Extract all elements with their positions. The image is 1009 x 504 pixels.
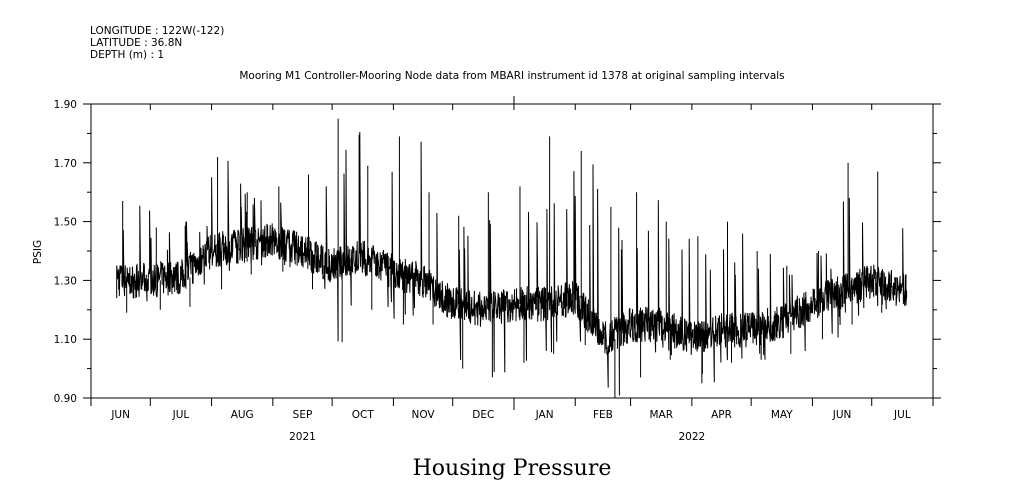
y-tick-label: 1.30 bbox=[54, 275, 77, 287]
x-tick-label: MAR bbox=[649, 409, 673, 421]
x-tick-label: AUG bbox=[231, 409, 254, 421]
depth-label: DEPTH (m) : 1 bbox=[90, 49, 164, 61]
y-tick-label: 1.50 bbox=[54, 217, 77, 229]
year-label: 2022 bbox=[678, 431, 705, 443]
chart-subtitle: Mooring M1 Controller-Mooring Node data … bbox=[239, 70, 784, 82]
longitude-label: LONGITUDE : 122W(-122) bbox=[90, 25, 224, 37]
year-label: 2021 bbox=[289, 431, 316, 443]
x-tick-label: JUL bbox=[893, 409, 911, 421]
x-tick-label: FEB bbox=[593, 409, 613, 421]
x-tick-label: OCT bbox=[352, 409, 375, 421]
y-tick-label: 1.10 bbox=[54, 334, 77, 346]
latitude-label: LATITUDE : 36.8N bbox=[90, 37, 182, 49]
x-tick-label: DEC bbox=[472, 409, 494, 421]
x-tick-label: SEP bbox=[293, 409, 313, 421]
x-tick-label: APR bbox=[711, 409, 732, 421]
x-tick-label: NOV bbox=[411, 409, 435, 421]
y-tick-label: 1.70 bbox=[54, 158, 77, 170]
x-tick-label: JUL bbox=[172, 409, 190, 421]
chart-title: Housing Pressure bbox=[413, 456, 612, 481]
y-axis-label: PSIG bbox=[32, 240, 44, 264]
y-tick-label: 0.90 bbox=[54, 393, 77, 405]
data-trace bbox=[116, 118, 908, 398]
x-tick-label: JUN bbox=[110, 409, 130, 421]
x-tick-label: JAN bbox=[535, 409, 554, 421]
y-tick-label: 1.90 bbox=[54, 99, 77, 111]
x-tick-label: MAY bbox=[771, 409, 793, 421]
x-tick-label: JUN bbox=[832, 409, 852, 421]
